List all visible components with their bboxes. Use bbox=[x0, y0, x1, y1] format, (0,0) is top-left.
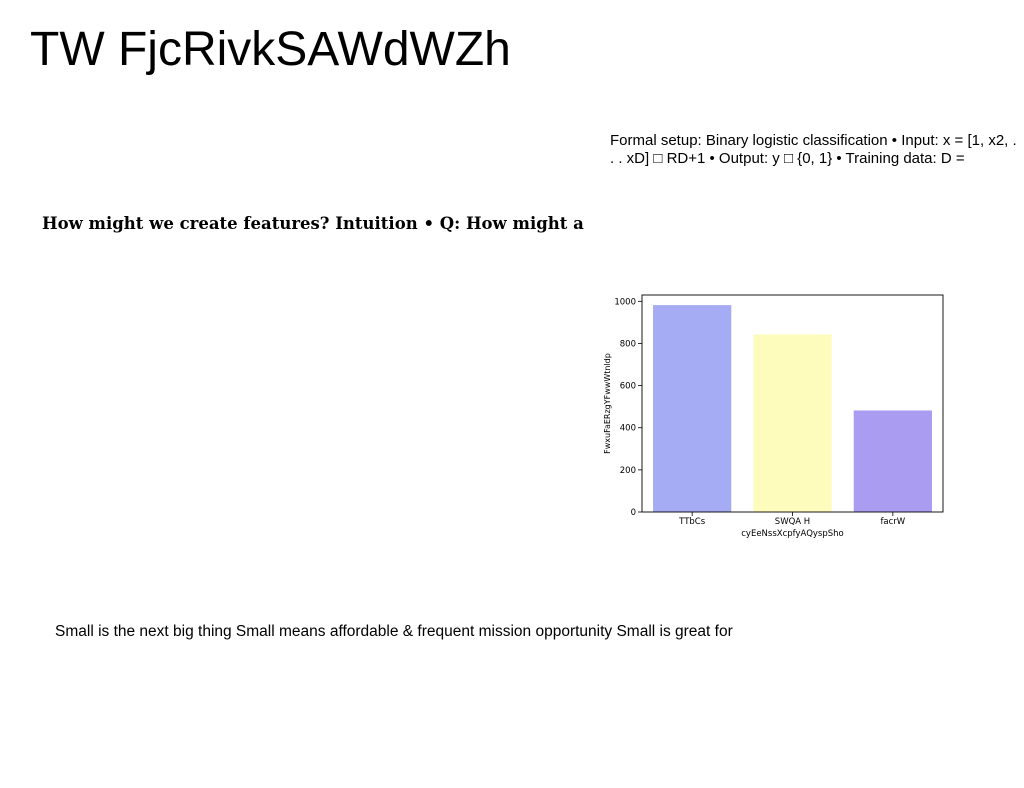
plot-frame bbox=[641, 294, 944, 513]
bar-chart: TTbCs SWQA H facrW 0 200 400 600 800 1000 cyEeNss… bbox=[603, 294, 944, 539]
y-tick-label-0: 0 bbox=[631, 508, 636, 518]
x-tick-label-2: facrW bbox=[880, 517, 905, 527]
y-axis-label: FwxuFaERzgYFwwWtnldp bbox=[603, 353, 612, 454]
slide-title: TW FjcRivkSAWdWZh bbox=[30, 23, 511, 76]
x-tick-label-0: TTbCs bbox=[678, 517, 706, 527]
bar-1 bbox=[753, 334, 832, 512]
small-mission-text: Small is the next big thing Small means … bbox=[55, 623, 733, 640]
y-tick-label-3: 600 bbox=[620, 382, 636, 392]
formal-setup-text: Formal setup: Binary logistic classifica… bbox=[610, 132, 1017, 167]
y-tick-label-1: 200 bbox=[620, 466, 636, 476]
bar-2 bbox=[853, 410, 932, 512]
x-axis-label: cyEeNssXcpfyAQyspSho bbox=[741, 529, 843, 539]
y-tick-label-5: 1000 bbox=[614, 297, 636, 307]
bar-0 bbox=[653, 305, 732, 512]
x-tick-label-1: SWQA H bbox=[775, 517, 810, 527]
features-heading: How might we create features? Intuition … bbox=[42, 214, 584, 233]
y-tick-label-4: 800 bbox=[620, 339, 636, 349]
y-tick-label-2: 400 bbox=[620, 424, 636, 434]
